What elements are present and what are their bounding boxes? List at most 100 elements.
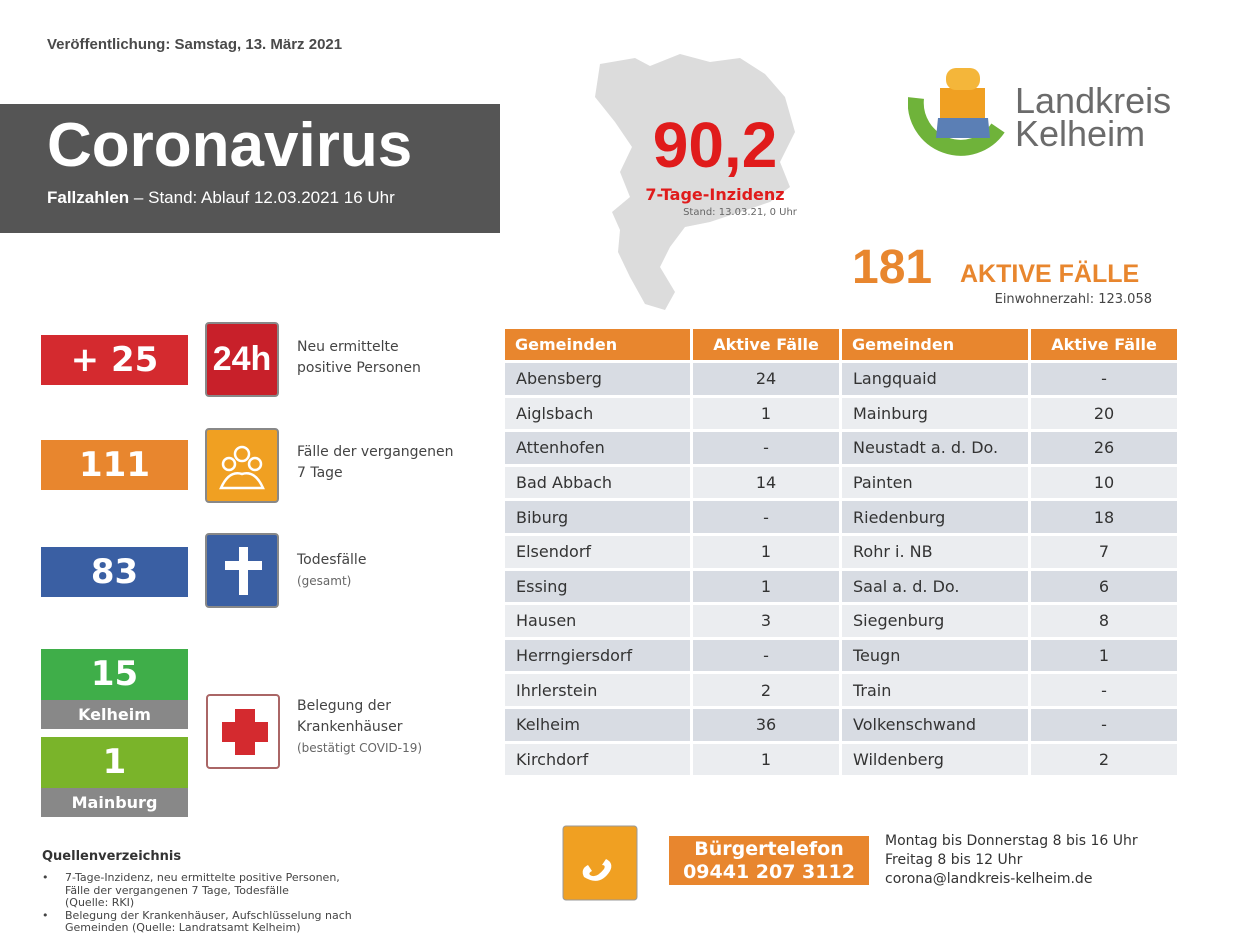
line: 7-Tage-Inzidenz, neu ermittelte positive… xyxy=(65,871,340,884)
municipality: Langquaid xyxy=(842,363,1028,395)
municipality: Saal a. d. Do. xyxy=(842,570,1028,603)
table-row: Kelheim 36 Volkenschwand - xyxy=(505,708,1177,741)
line: corona@landkreis-kelheim.de xyxy=(885,871,1093,887)
line: positive Personen xyxy=(297,360,421,376)
case-count: 1 xyxy=(693,535,839,568)
line: Freitag 8 bis 12 Uhr xyxy=(885,852,1023,868)
case-count: 24 xyxy=(693,363,839,395)
municipality: Ihrlerstein xyxy=(505,674,690,706)
incidence-label: 7-Tage-Inzidenz xyxy=(645,185,785,204)
hospital-mainburg: 1 xyxy=(41,737,188,788)
column-header: Gemeinden xyxy=(842,329,1028,360)
line: Belegung der xyxy=(297,698,391,714)
population: Einwohnerzahl: 123.058 xyxy=(994,292,1152,307)
line: Belegung der Krankenhäuser, Aufschlüssel… xyxy=(65,908,352,922)
icon-people xyxy=(205,428,279,503)
line: Fälle der vergangenen 7 Tage, Todesfälle xyxy=(65,883,289,897)
hotline-number: 09441 207 3112 xyxy=(683,861,855,883)
municipality: Painten xyxy=(842,466,1028,499)
municipality: Attenhofen xyxy=(505,432,690,464)
new-cases: + 25 xyxy=(41,335,188,385)
line: Gemeinden (Quelle: Landratsamt Kelheim) xyxy=(65,921,301,934)
case-count: 8 xyxy=(1031,605,1177,637)
municipality: Kirchdorf xyxy=(505,743,690,776)
incidence-date: Stand: 13.03.21, 0 Uhr xyxy=(683,207,797,218)
table-row: Attenhofen - Neustadt a. d. Do. 26 xyxy=(505,432,1177,464)
icon-phone xyxy=(562,825,638,901)
table-row: Aiglsbach 1 Mainburg 20 xyxy=(505,397,1177,430)
column-header: Aktive Fälle xyxy=(1031,329,1177,360)
table-row: Essing 1 Saal a. d. Do. 6 xyxy=(505,570,1177,603)
case-count: - xyxy=(693,501,839,533)
source-item: • Belegung der Krankenhäuser, Aufschlüsse… xyxy=(42,908,362,935)
cases-table: Gemeinden Aktive Fälle Gemeinden Aktive Fäl… xyxy=(502,326,1180,778)
line: Neu ermittelte xyxy=(297,339,399,355)
district-map xyxy=(595,54,795,310)
case-count: 10 xyxy=(1031,466,1177,499)
note: (gesamt) xyxy=(297,574,352,588)
case-count: 3 xyxy=(693,605,839,637)
publication-date: Veröffentlichung: Samstag, 13. März 2021 xyxy=(47,36,343,53)
line: Fälle der vergangenen xyxy=(297,444,454,460)
table-header: Gemeinden Aktive Fälle Gemeinden Aktive Fäl… xyxy=(505,329,1177,360)
line: Montag bis Donnerstag 8 bis 16 Uhr xyxy=(885,833,1138,849)
stat-text: Fälle der vergangenen 7 Tage xyxy=(297,442,454,484)
line: Krankenhäuser xyxy=(297,719,403,735)
incidence-value: 90,2 xyxy=(652,109,778,181)
hotline-box: Bürgertelefon 09441 207 3112 xyxy=(669,836,869,885)
case-count: - xyxy=(1031,674,1177,706)
stat-text: Belegung der Krankenhäuser (bestätigt COVI… xyxy=(297,696,422,759)
subtitle-bold: Fallzahlen xyxy=(47,188,130,207)
municipality: Neustadt a. d. Do. xyxy=(842,432,1028,464)
bullet: • xyxy=(42,871,49,884)
municipality: Biburg xyxy=(505,501,690,533)
icon-cross xyxy=(205,533,279,608)
logo-icon xyxy=(908,68,1005,156)
municipality: Wildenberg xyxy=(842,743,1028,776)
sources-list: • 7-Tage-Inzidenz, neu ermittelte positiv… xyxy=(42,871,362,935)
case-count: 6 xyxy=(1031,570,1177,603)
case-count: 1 xyxy=(1031,639,1177,672)
case-count: 1 xyxy=(693,570,839,603)
table-row: Biburg - Riedenburg 18 xyxy=(505,501,1177,533)
week-cases: 111 xyxy=(41,440,188,490)
municipality: Elsendorf xyxy=(505,535,690,568)
bullet: • xyxy=(42,908,49,922)
case-count: - xyxy=(1031,708,1177,741)
line: 7 Tage xyxy=(297,465,343,481)
municipality: Aiglsbach xyxy=(505,397,690,430)
table-row: Ihrlerstein 2 Train - xyxy=(505,674,1177,706)
hotline-label: Bürgertelefon xyxy=(694,838,844,860)
icon-24h: 24h xyxy=(205,322,279,397)
source-item: • 7-Tage-Inzidenz, neu ermittelte positiv… xyxy=(42,871,362,910)
municipality: Rohr i. NB xyxy=(842,535,1028,568)
municipality: Essing xyxy=(505,570,690,603)
municipality: Hausen xyxy=(505,605,690,637)
subtitle: Fallzahlen – Stand: Ablauf 12.03.2021 16… xyxy=(47,188,395,208)
case-count: 20 xyxy=(1031,397,1177,430)
stat-text: Neu ermittelte positive Personen xyxy=(297,337,421,379)
table-row: Bad Abbach 14 Painten 10 xyxy=(505,466,1177,499)
table-row: Hausen 3 Siegenburg 8 xyxy=(505,605,1177,637)
subtitle-text: – Stand: Ablauf 12.03.2021 16 Uhr xyxy=(133,188,395,207)
case-count: - xyxy=(693,432,839,464)
hospital-label: Mainburg xyxy=(41,788,188,817)
case-count: 36 xyxy=(693,708,839,741)
case-count: 1 xyxy=(693,397,839,430)
column-header: Aktive Fälle xyxy=(693,329,839,360)
column-header: Gemeinden xyxy=(505,329,690,360)
municipality: Herrngiersdorf xyxy=(505,639,690,672)
municipality: Train xyxy=(842,674,1028,706)
line: (Quelle: RKI) xyxy=(65,896,135,909)
title: Coronavirus xyxy=(47,111,413,180)
municipality: Riedenburg xyxy=(842,501,1028,533)
logo-text: Kelheim xyxy=(1015,113,1146,154)
case-count: 2 xyxy=(1031,743,1177,776)
table-row: Herrngiersdorf - Teugn 1 xyxy=(505,639,1177,672)
municipality: Mainburg xyxy=(842,397,1028,430)
active-value: 181 xyxy=(852,241,933,294)
municipality: Siegenburg xyxy=(842,605,1028,637)
hospital-kelheim: 15 xyxy=(41,649,188,700)
municipality: Kelheim xyxy=(505,708,690,741)
